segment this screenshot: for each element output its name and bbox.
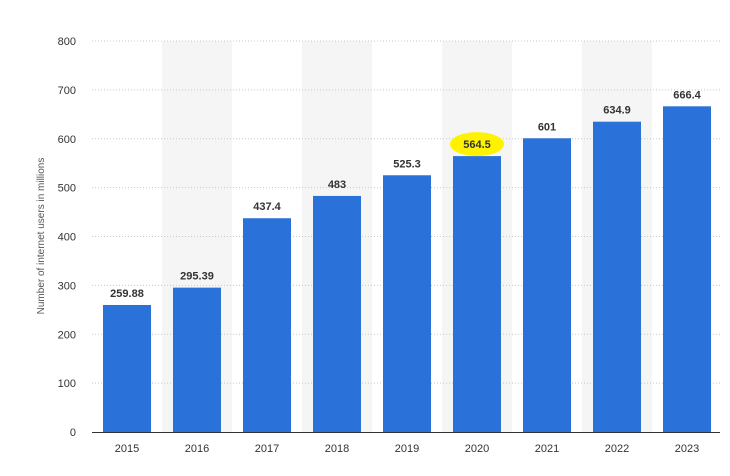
- label-highlights: [450, 132, 504, 157]
- x-tick-label: 2016: [185, 443, 209, 455]
- bar-2015: [103, 304, 151, 432]
- data-label-2021: 601: [538, 121, 556, 133]
- y-tick-label: 400: [58, 232, 76, 244]
- x-tick-label: 2023: [675, 443, 699, 455]
- y-tick-label: 300: [58, 280, 76, 292]
- y-axis-label: Number of internet users in millions: [36, 158, 47, 315]
- x-tick-label: 2022: [605, 443, 629, 455]
- bar-2021: [523, 138, 571, 433]
- data-label-2020: 564.5: [463, 139, 491, 151]
- data-label-2015: 259.88: [110, 288, 144, 300]
- label-highlight-marker: [450, 132, 504, 157]
- bar-2017: [243, 218, 291, 432]
- x-tick-label: 2018: [325, 443, 349, 455]
- y-tick-label: 200: [58, 329, 76, 341]
- bar-2018: [313, 195, 361, 432]
- x-tick-label: 2015: [115, 443, 139, 455]
- data-label-2016: 295.39: [180, 271, 214, 283]
- bar-2023: [663, 106, 711, 432]
- data-label-2023: 666.4: [673, 89, 701, 101]
- y-tick-label: 700: [58, 85, 76, 97]
- bar-2019: [383, 175, 431, 432]
- x-tick-label: 2017: [255, 443, 279, 455]
- data-labels: 259.88 295.39 437.4 483 525.3 564.5 601 634.9 66…: [110, 89, 701, 300]
- x-tick-label: 2021: [535, 443, 559, 455]
- data-label-2018: 483: [328, 179, 346, 191]
- y-axis: 0 100 200 300 400 500 600 700 800: [58, 36, 76, 439]
- x-axis: 2015 2016 2017 2018 2019 2020 2021 2022 2023: [92, 432, 720, 455]
- bar-2022: [593, 121, 641, 432]
- y-tick-label: 100: [58, 378, 76, 390]
- data-label-2022: 634.9: [603, 105, 631, 117]
- x-tick-label: 2020: [465, 443, 489, 455]
- data-label-2017: 437.4: [253, 201, 281, 213]
- bar-series: [103, 106, 711, 433]
- x-tick-label: 2019: [395, 443, 419, 455]
- y-tick-label: 500: [58, 183, 76, 195]
- bar-2016: [173, 287, 221, 432]
- y-tick-label: 0: [70, 427, 76, 439]
- bar-2020: [453, 156, 501, 432]
- y-tick-label: 800: [58, 36, 76, 48]
- y-tick-label: 600: [58, 134, 76, 146]
- data-label-2019: 525.3: [393, 158, 421, 170]
